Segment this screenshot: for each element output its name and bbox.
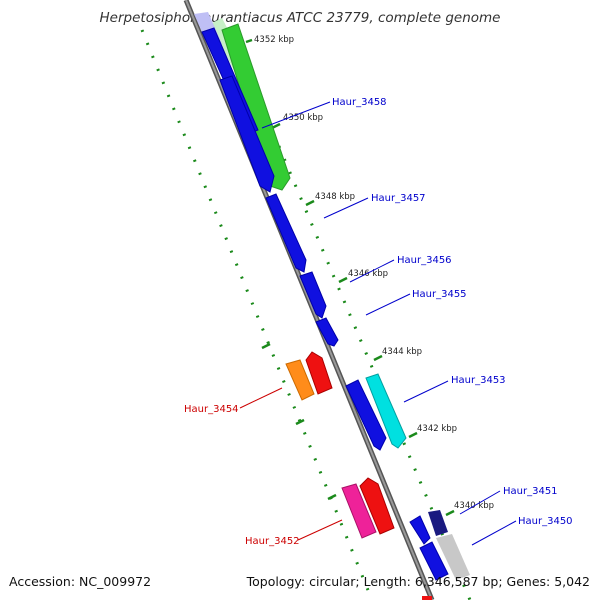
accession-text: Accession: NC_009972 bbox=[9, 574, 152, 589]
gene-label-haur-3453: Haur_3453 bbox=[451, 375, 506, 386]
gene-feature bbox=[428, 510, 448, 536]
gene-label-haur-3452: Haur_3452 bbox=[245, 536, 300, 547]
gene-label-haur-3457: Haur_3457 bbox=[371, 193, 426, 204]
gene-feature bbox=[305, 351, 333, 395]
gene-feature bbox=[419, 541, 449, 581]
gene-feature bbox=[409, 515, 431, 545]
gene-feature bbox=[265, 193, 307, 273]
gene-label-haur-3455: Haur_3455 bbox=[412, 289, 467, 300]
outer-tick-track bbox=[228, 29, 472, 600]
scale-label: 4342 kbp bbox=[417, 424, 457, 434]
gene-feature bbox=[299, 271, 327, 319]
scale-label: 4348 kbp bbox=[315, 192, 355, 202]
gene-feature bbox=[341, 483, 377, 539]
gene-feature bbox=[219, 75, 275, 193]
genome-backbone bbox=[183, 0, 435, 600]
major-ticks bbox=[245, 38, 455, 517]
gene-label-haur-3450: Haur_3450 bbox=[518, 516, 573, 527]
scale-label: 4352 kbp bbox=[254, 35, 294, 45]
gene-label-haur-3456: Haur_3456 bbox=[397, 255, 452, 266]
gene-label-haur-3458: Haur_3458 bbox=[332, 97, 387, 108]
gene-feature bbox=[315, 317, 339, 347]
label-leaders bbox=[239, 101, 517, 546]
gene-feature bbox=[436, 534, 470, 580]
gene-feature bbox=[285, 359, 315, 401]
scale-label: 4344 kbp bbox=[382, 347, 422, 357]
gene-label-haur-3454: Haur_3454 bbox=[184, 404, 239, 415]
gene-feature bbox=[365, 373, 407, 449]
gene-label-haur-3451: Haur_3451 bbox=[503, 486, 558, 497]
scale-label: 4346 kbp bbox=[348, 269, 388, 279]
genome-summary: Topology: circular; Length: 6,346,587 bp… bbox=[246, 574, 590, 589]
gene-feature bbox=[422, 596, 432, 600]
gene-feature bbox=[359, 477, 395, 535]
gene-feature bbox=[345, 379, 387, 451]
scale-label: 4350 kbp bbox=[283, 113, 323, 123]
